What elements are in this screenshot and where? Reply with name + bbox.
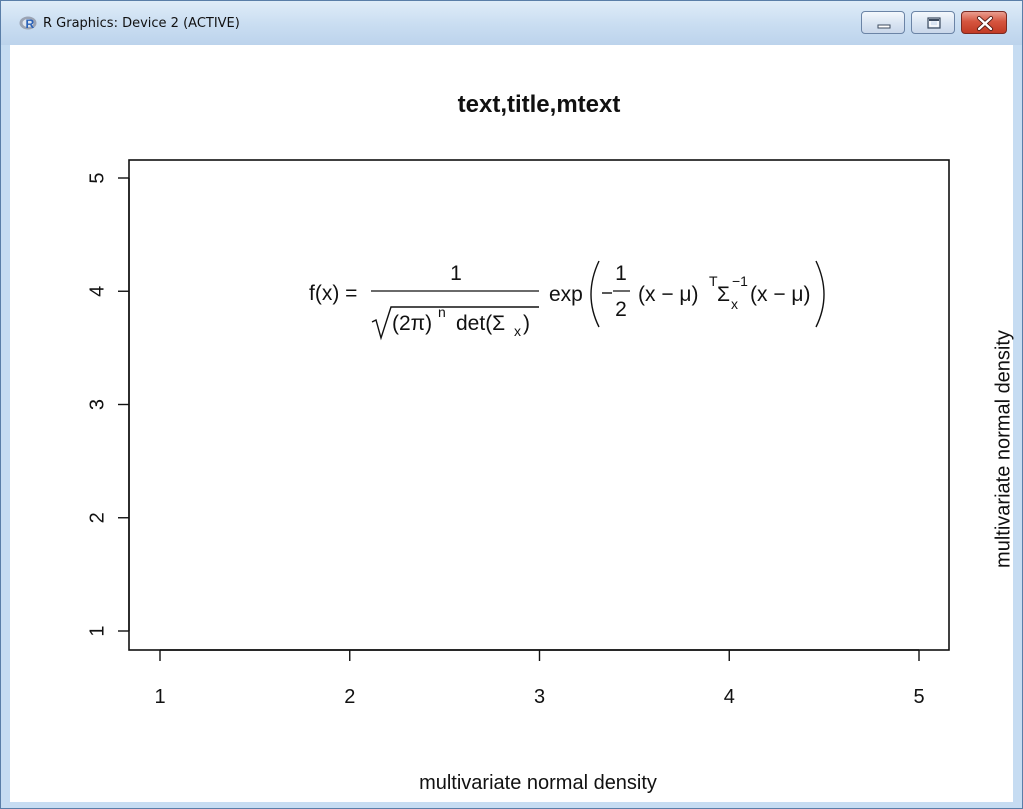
maximize-button[interactable] <box>911 11 955 34</box>
y-tick-label: 2 <box>86 512 108 523</box>
plot-area: text,title,mtext 1 2 3 4 5 1 2 3 4 5 multivariat… <box>86 91 950 794</box>
formula-sigma: Σ <box>717 283 730 306</box>
formula-half-num: 1 <box>615 262 627 285</box>
formula-det: det(Σ <box>456 312 505 335</box>
x-tick-label: 4 <box>724 686 735 708</box>
r-logo-icon: R <box>19 16 37 31</box>
right-margin-text: multivariate normal density <box>992 330 1015 568</box>
formula-transpose: T <box>709 273 718 289</box>
plot-title: text,title,mtext <box>458 91 621 118</box>
formula-det-sub: x <box>514 323 521 339</box>
x-tick-label: 3 <box>534 686 545 708</box>
y-tick-label: 4 <box>86 286 108 297</box>
x-tick-label: 1 <box>154 686 165 708</box>
left-paren <box>590 260 600 328</box>
close-icon <box>977 16 993 31</box>
y-axis: 1 2 3 4 5 <box>86 172 130 637</box>
formula-radicand-base: (2π) <box>392 312 432 335</box>
radical-sign <box>371 306 539 341</box>
formula-sigma-sub: x <box>731 296 738 312</box>
formula-half-den: 2 <box>615 298 627 321</box>
maximize-icon <box>927 17 941 29</box>
svg-text:R: R <box>26 17 35 31</box>
close-button[interactable] <box>961 11 1007 34</box>
formula-numerator: 1 <box>450 262 462 285</box>
minimize-button[interactable] <box>861 11 905 34</box>
x-tick-label: 2 <box>344 686 355 708</box>
formula-vec2: (x − μ) <box>750 283 811 306</box>
formula-sigma-sup: −1 <box>732 273 748 289</box>
x-tick-label: 5 <box>913 686 924 708</box>
right-paren <box>815 260 825 328</box>
y-tick-label: 5 <box>86 172 108 183</box>
graphics-device-canvas: text,title,mtext 1 2 3 4 5 1 2 3 4 5 multivariat… <box>10 45 1015 802</box>
y-tick-label: 3 <box>86 399 108 410</box>
title-bar[interactable]: R R Graphics: Device 2 (ACTIVE) <box>1 1 1022 45</box>
minimize-icon <box>877 24 891 29</box>
x-axis: 1 2 3 4 5 <box>154 649 925 708</box>
formula-radicand-exp: n <box>438 304 446 320</box>
formula-annotation: f(x) = 1 (2π) n det(Σ x ) exp 1 2 (x − μ… <box>309 260 825 341</box>
y-tick-label: 1 <box>86 625 108 636</box>
formula-vec: (x − μ) <box>638 283 699 306</box>
plot-box <box>128 159 950 651</box>
x-axis-label: multivariate normal density <box>419 772 657 794</box>
caption-buttons <box>855 11 1007 36</box>
formula-lhs: f(x) = <box>309 282 357 305</box>
window-title: R Graphics: Device 2 (ACTIVE) <box>43 16 240 31</box>
formula-exp: exp <box>549 283 583 306</box>
formula-det-close: ) <box>523 312 530 335</box>
